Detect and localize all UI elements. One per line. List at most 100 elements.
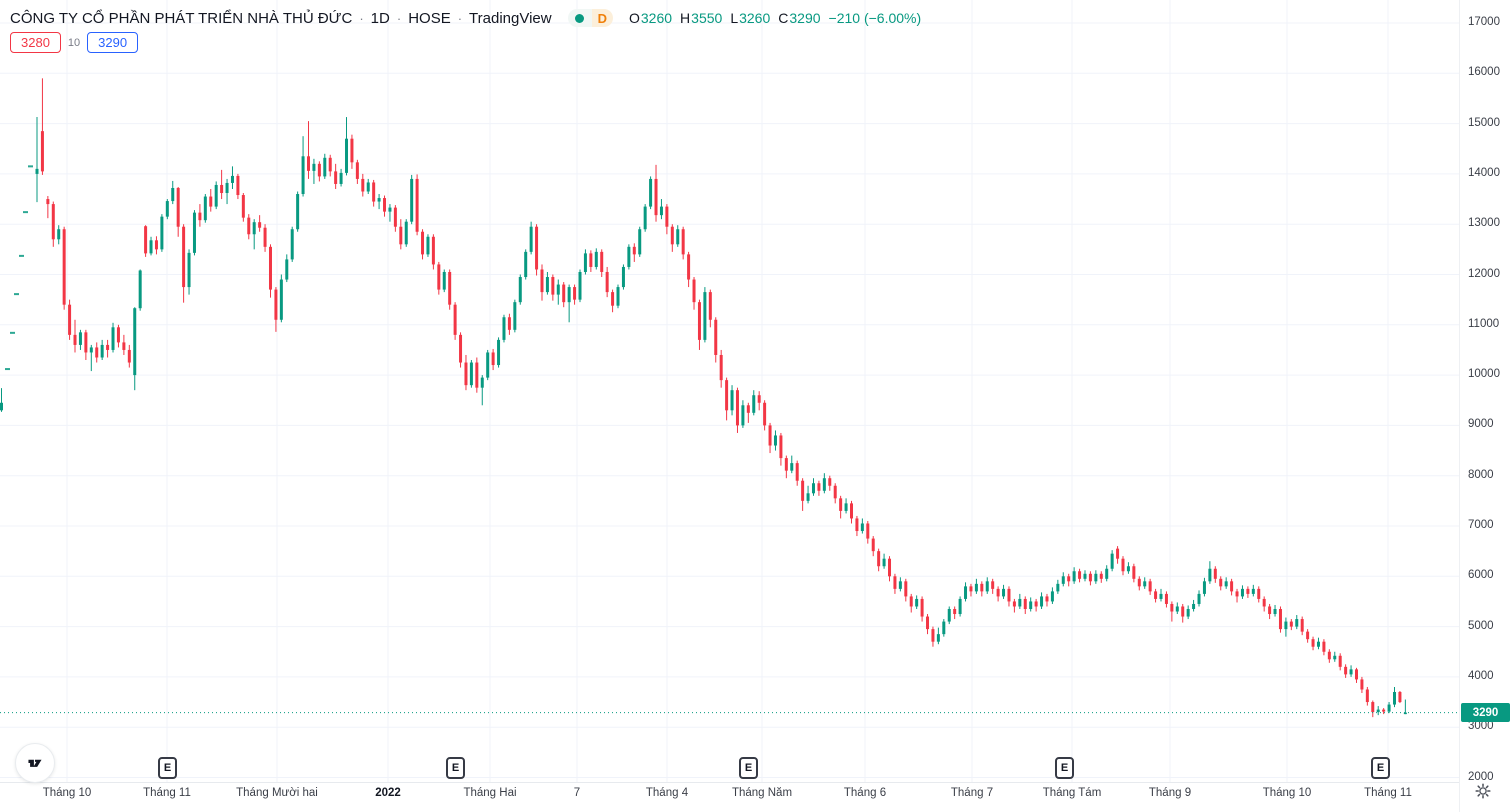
candle-body[interactable]: [665, 206, 669, 227]
candle-body[interactable]: [1295, 619, 1299, 627]
candle-body[interactable]: [567, 287, 571, 303]
candle-body[interactable]: [708, 292, 712, 320]
candle-body[interactable]: [632, 246, 636, 255]
candle-body[interactable]: [551, 277, 555, 295]
candle-body[interactable]: [1327, 651, 1331, 660]
candle-body[interactable]: [1393, 691, 1396, 705]
candle-body[interactable]: [328, 157, 332, 172]
candle-body[interactable]: [176, 187, 180, 227]
candle-body[interactable]: [1322, 641, 1326, 652]
candle-body[interactable]: [1333, 655, 1337, 660]
candle-body[interactable]: [116, 327, 120, 343]
candle-body[interactable]: [160, 216, 164, 250]
candle-body[interactable]: [697, 302, 701, 340]
delayed-data-badge[interactable]: D: [591, 9, 613, 27]
candle-body[interactable]: [46, 199, 50, 205]
candle-body[interactable]: [1344, 666, 1348, 675]
candle-body[interactable]: [1213, 568, 1217, 579]
candle-body[interactable]: [448, 271, 452, 305]
candle-body[interactable]: [258, 222, 262, 228]
candle-body[interactable]: [355, 162, 359, 179]
candle-body[interactable]: [1072, 571, 1076, 582]
candle-body[interactable]: [1192, 603, 1196, 609]
candle-body[interactable]: [307, 156, 310, 171]
candle-body[interactable]: [469, 362, 473, 386]
candle-body[interactable]: [1284, 621, 1288, 630]
candle-body[interactable]: [1311, 639, 1315, 647]
candle-body[interactable]: [507, 317, 511, 330]
candle-body[interactable]: [192, 212, 196, 253]
candle-body[interactable]: [529, 226, 533, 252]
candle-body[interactable]: [806, 493, 810, 501]
candle-body[interactable]: [111, 327, 115, 350]
candle-body[interactable]: [144, 226, 148, 254]
candle-body[interactable]: [1398, 691, 1402, 703]
candle-body[interactable]: [1208, 568, 1212, 582]
candle-body[interactable]: [1224, 581, 1228, 587]
candle-body[interactable]: [1045, 596, 1049, 602]
candle-body[interactable]: [252, 222, 256, 235]
candle-body[interactable]: [1268, 606, 1272, 615]
candle-body[interactable]: [915, 598, 919, 607]
candle-body[interactable]: [1050, 591, 1054, 602]
candle-body[interactable]: [676, 229, 680, 245]
price-axis[interactable]: 3290 17000 16000 15000 14000 13000 12000 11000…: [1459, 0, 1511, 812]
candle-body[interactable]: [268, 246, 272, 290]
candle-body[interactable]: [127, 349, 131, 363]
candle-body[interactable]: [784, 458, 788, 471]
candle-body[interactable]: [1132, 566, 1136, 579]
candle-body[interactable]: [383, 198, 387, 212]
candle-body[interactable]: [84, 332, 88, 353]
candle-body[interactable]: [801, 480, 805, 501]
market-status-chip[interactable]: [567, 9, 592, 27]
candle-body[interactable]: [437, 264, 441, 290]
candle-body[interactable]: [404, 221, 408, 245]
candle-body[interactable]: [649, 178, 653, 207]
candle-body[interactable]: [877, 551, 881, 567]
exchange-label[interactable]: HOSE: [408, 9, 451, 27]
candle-body[interactable]: [1387, 704, 1391, 712]
candle-body[interactable]: [89, 347, 93, 353]
candle-body[interactable]: [1219, 578, 1223, 587]
candle-body[interactable]: [35, 168, 39, 174]
candle-body[interactable]: [621, 266, 625, 288]
candle-body[interactable]: [1088, 573, 1092, 582]
candle-body[interactable]: [350, 138, 354, 163]
candle-body[interactable]: [518, 277, 522, 303]
candle-body[interactable]: [1110, 553, 1114, 569]
symbol-title[interactable]: CÔNG TY CỔ PHẦN PHÁT TRIỂN NHÀ THỦ ĐỨC: [10, 9, 353, 27]
candle-body[interactable]: [301, 156, 305, 195]
candle-body[interactable]: [638, 229, 642, 255]
candle-body[interactable]: [1148, 581, 1152, 592]
candle-body[interactable]: [904, 581, 908, 597]
candle-body[interactable]: [714, 319, 718, 355]
candle-body[interactable]: [480, 377, 484, 388]
candle-body[interactable]: [464, 362, 468, 386]
candle-body[interactable]: [225, 182, 229, 194]
candle-body[interactable]: [1143, 581, 1147, 587]
candle-body[interactable]: [502, 317, 506, 340]
candle-body[interactable]: [893, 576, 897, 589]
candle-body[interactable]: [431, 236, 435, 265]
candle-body[interactable]: [947, 608, 951, 622]
candle-body[interactable]: [1164, 593, 1168, 604]
candle-body[interactable]: [388, 207, 392, 212]
candle-body[interactable]: [393, 207, 397, 227]
candle-body[interactable]: [888, 558, 892, 577]
candle-body[interactable]: [757, 395, 761, 403]
candle-body[interactable]: [1230, 581, 1234, 592]
candle-body[interactable]: [643, 206, 647, 230]
candle-body[interactable]: [958, 598, 962, 615]
candle-body[interactable]: [1023, 598, 1027, 609]
candle-body[interactable]: [605, 271, 609, 293]
candle-body[interactable]: [1197, 593, 1201, 604]
tradingview-logo[interactable]: [15, 743, 55, 783]
candle-body[interactable]: [366, 182, 370, 192]
candle-body[interactable]: [133, 308, 137, 376]
candle-body[interactable]: [719, 354, 723, 381]
candle-body[interactable]: [964, 586, 968, 599]
candle-body[interactable]: [187, 252, 191, 288]
candle-body[interactable]: [421, 231, 425, 255]
candle-body[interactable]: [687, 254, 691, 280]
